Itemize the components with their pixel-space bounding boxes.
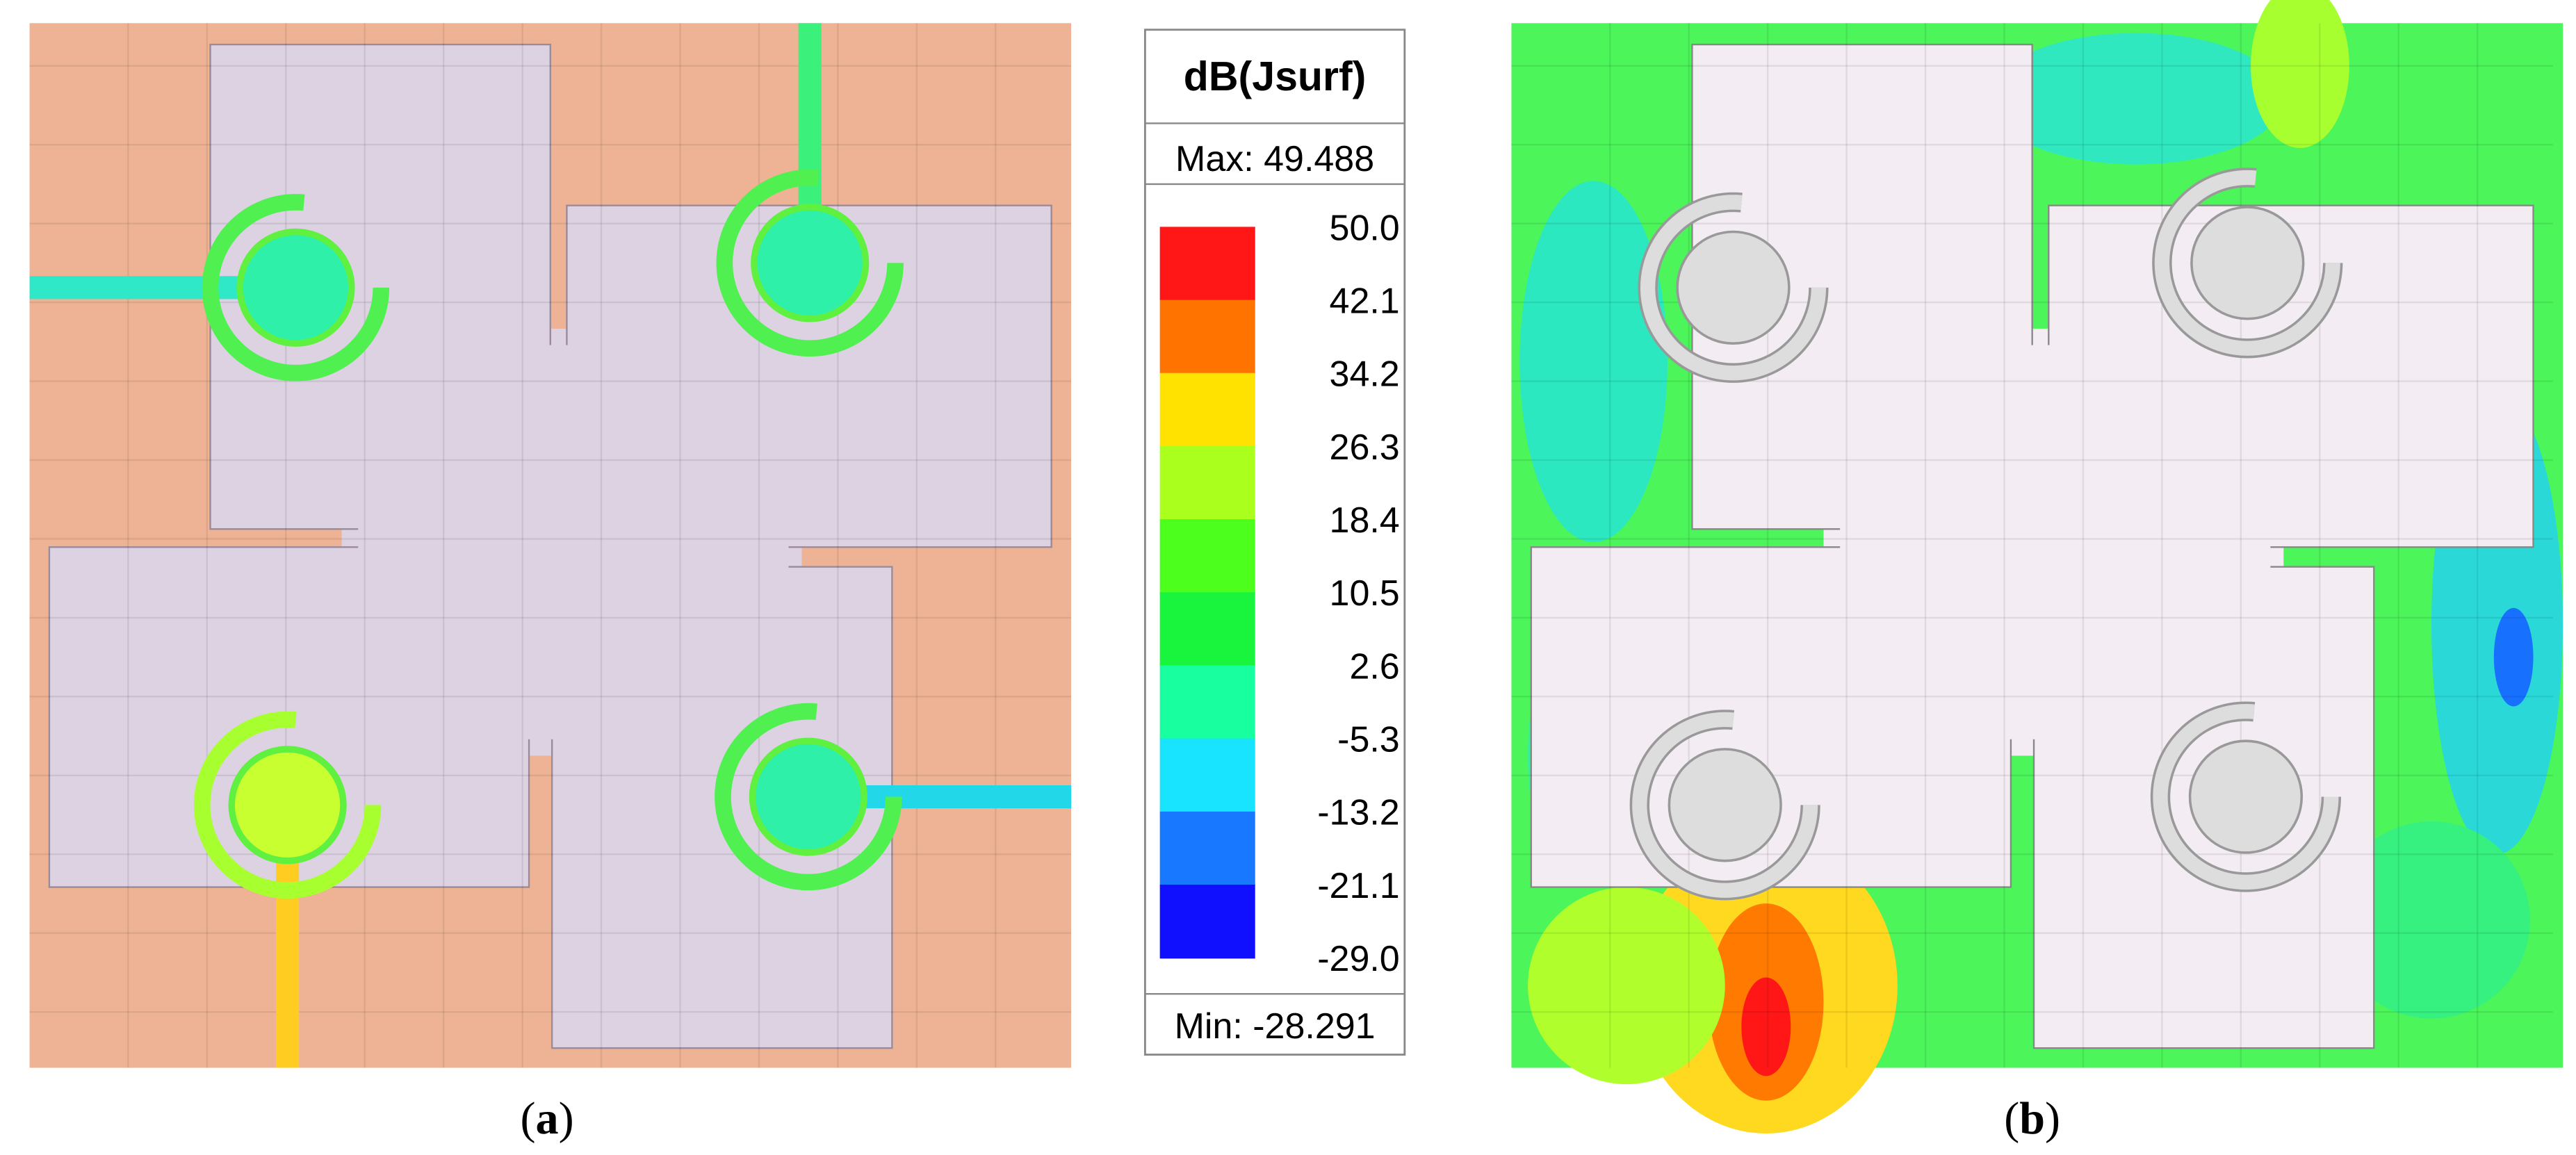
patch-center	[358, 345, 789, 739]
resonator-disc	[228, 746, 347, 865]
legend-tick-label: -13.2	[1317, 793, 1400, 833]
legend-tick-label: -5.3	[1337, 720, 1400, 760]
resonator-disc	[749, 737, 867, 856]
caption-paren: )	[559, 1093, 574, 1144]
legend-swatch	[1159, 738, 1255, 812]
legend-min: Min: -28.291	[1175, 1006, 1376, 1047]
caption-paren: (	[2004, 1093, 2019, 1144]
caption-label: b	[2019, 1093, 2045, 1144]
legend-tick-label: 10.5	[1330, 573, 1400, 614]
caption-paren: (	[520, 1093, 535, 1144]
resonator-disc	[751, 204, 870, 322]
resonator-ring	[716, 169, 904, 357]
resonator-ring	[1640, 195, 1827, 381]
panel-b	[1511, 0, 2563, 1134]
legend-tick-label: 18.4	[1330, 500, 1400, 541]
legend-swatch	[1159, 592, 1255, 666]
panel-a	[29, 23, 1072, 1068]
legend-swatch	[1159, 227, 1255, 301]
legend-swatch	[1159, 300, 1255, 374]
legend-tick-label: 42.1	[1330, 281, 1400, 321]
caption-paren: )	[2045, 1093, 2060, 1144]
legend-swatch	[1159, 811, 1255, 886]
field-region	[2251, 0, 2349, 148]
resonator-disc	[2188, 739, 2304, 854]
resonator-ring	[202, 194, 390, 382]
legend-title: dB(Jsurf)	[1184, 54, 1367, 99]
legend-swatch	[1159, 372, 1255, 448]
caption: (a)	[520, 1093, 573, 1144]
legend-max: Max: 49.488	[1175, 139, 1374, 179]
legend-tick-label: 34.2	[1330, 354, 1400, 395]
legend-swatch	[1159, 665, 1255, 739]
caption: (b)	[2004, 1093, 2060, 1144]
legend-swatch	[1159, 519, 1255, 593]
caption-label: a	[536, 1093, 559, 1144]
legend-swatch	[1159, 884, 1255, 959]
field-hotspot	[1528, 887, 1725, 1085]
field-hotspot	[1741, 977, 1791, 1076]
legend-tick-label: -29.0	[1317, 939, 1400, 979]
legend-swatch	[1159, 445, 1255, 521]
legend-tick-label: 50.0	[1330, 208, 1400, 248]
field-region	[1987, 33, 2284, 165]
field-region	[2333, 821, 2530, 1019]
resonator-ring	[2154, 170, 2340, 356]
resonator-ring	[715, 703, 902, 891]
resonator-disc	[2190, 206, 2305, 320]
field-region	[2493, 607, 2534, 707]
resonator-ring	[2153, 703, 2339, 890]
legend-tick-label: 2.6	[1349, 646, 1399, 687]
patch-center	[1840, 345, 2271, 739]
resonator-disc	[1676, 230, 1791, 345]
legend-tick-label: -21.1	[1317, 866, 1400, 906]
legend: dB(Jsurf) Max: 49.488 Min: -28.291 50.0 4…	[1143, 28, 1406, 1056]
resonator-disc	[236, 228, 355, 347]
legend-tick-label: 26.3	[1330, 427, 1400, 468]
resonator-disc	[1668, 748, 1782, 862]
field-region	[1519, 181, 1668, 543]
